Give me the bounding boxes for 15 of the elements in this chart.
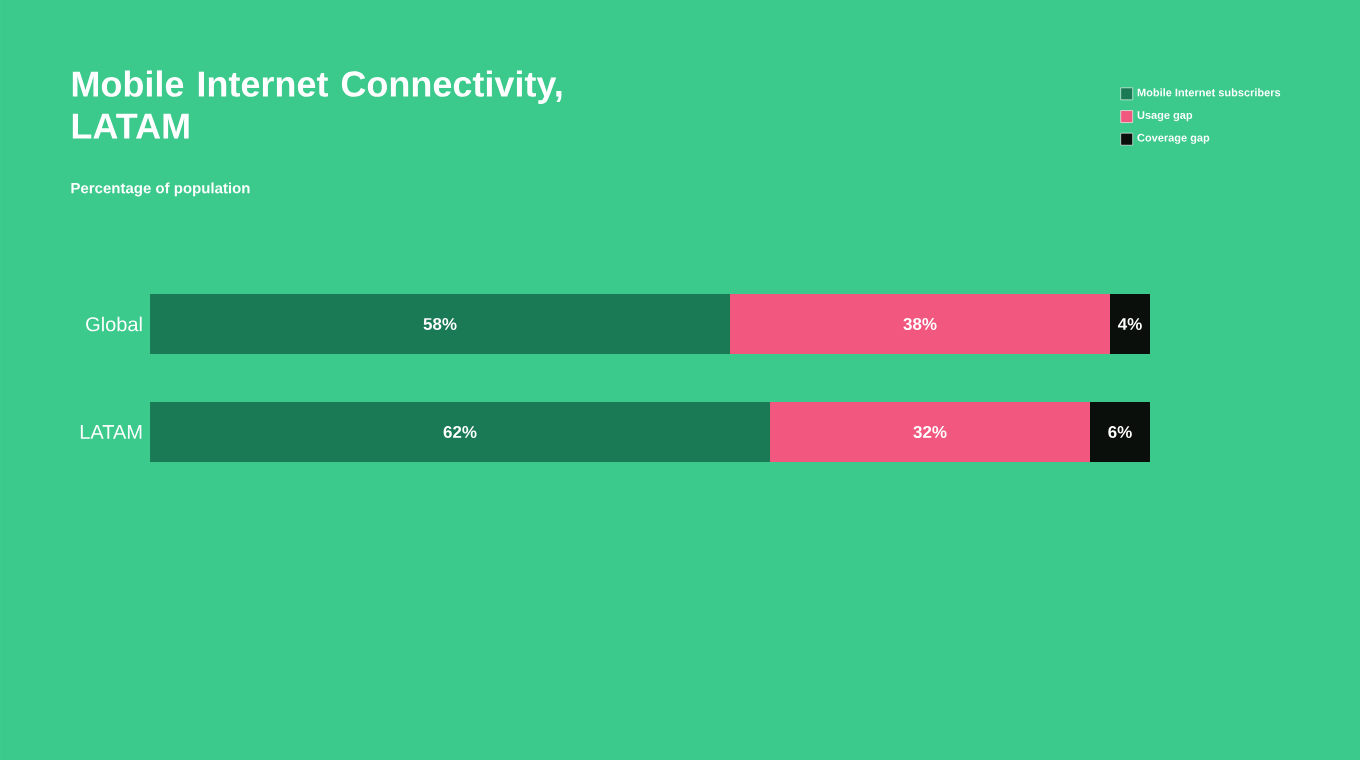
data-label: 4% xyxy=(1117,318,1142,330)
bar xyxy=(150,401,771,462)
data-label: 38% xyxy=(903,317,937,331)
bar xyxy=(730,293,1110,354)
y-tick-label: LATAM xyxy=(80,425,142,439)
data-label: 32% xyxy=(913,425,947,439)
chart-title: Mobile Internet Connectivity, LATAM xyxy=(72,70,562,139)
bar xyxy=(150,293,731,354)
bar xyxy=(1110,293,1150,354)
data-label: 62% xyxy=(443,425,477,438)
data-label: 6% xyxy=(1108,425,1132,438)
bar xyxy=(1090,401,1150,462)
data-label: 58% xyxy=(423,317,457,330)
y-tick-label: Global xyxy=(86,316,142,332)
bar xyxy=(770,401,1090,462)
